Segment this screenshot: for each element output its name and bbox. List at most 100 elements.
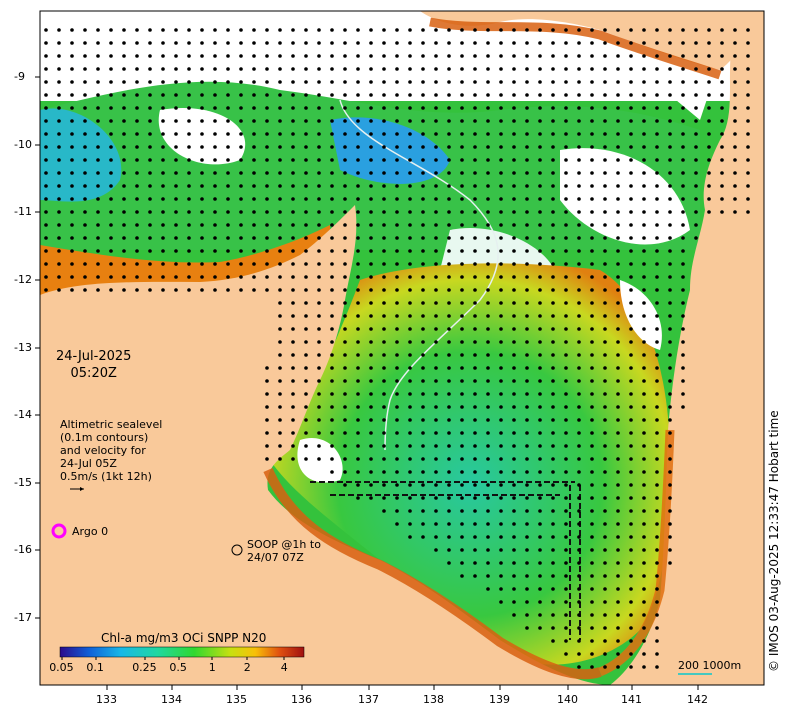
velocity-arrow [434, 41, 438, 45]
velocity-arrow [590, 639, 594, 643]
velocity-arrow [668, 379, 672, 383]
velocity-arrow [434, 470, 438, 474]
velocity-arrow [473, 145, 477, 149]
velocity-arrow [499, 262, 503, 266]
velocity-arrow [174, 80, 178, 84]
velocity-arrow [343, 288, 347, 292]
velocity-arrow [382, 431, 386, 435]
velocity-arrow [343, 132, 347, 136]
velocity-arrow [538, 28, 542, 32]
velocity-arrow [460, 509, 464, 513]
velocity-arrow [304, 249, 308, 253]
velocity-arrow [213, 210, 217, 214]
velocity-arrow [70, 54, 74, 58]
velocity-arrow [681, 119, 685, 123]
colorbar-tick-label: 0.5 [169, 661, 187, 674]
velocity-arrow [200, 93, 204, 97]
velocity-arrow [655, 639, 659, 643]
velocity-arrow [590, 457, 594, 461]
velocity-arrow [369, 184, 373, 188]
velocity-arrow [278, 184, 282, 188]
velocity-arrow [538, 483, 542, 487]
velocity-arrow [512, 548, 516, 552]
velocity-arrow [408, 301, 412, 305]
velocity-arrow [551, 93, 555, 97]
velocity-arrow [538, 93, 542, 97]
velocity-arrow [486, 509, 490, 513]
velocity-arrow [486, 262, 490, 266]
velocity-arrow [252, 132, 256, 136]
velocity-arrow [317, 28, 321, 32]
velocity-arrow [265, 171, 269, 175]
velocity-arrow [408, 288, 412, 292]
velocity-arrow [434, 483, 438, 487]
velocity-arrow [460, 470, 464, 474]
velocity-arrow [330, 184, 334, 188]
velocity-arrow [473, 483, 477, 487]
velocity-arrow [499, 67, 503, 71]
velocity-arrow [408, 457, 412, 461]
velocity-arrow [564, 431, 568, 435]
velocity-arrow [746, 210, 750, 214]
velocity-arrow [551, 210, 555, 214]
velocity-arrow [486, 288, 490, 292]
velocity-arrow [668, 418, 672, 422]
velocity-arrow [551, 301, 555, 305]
velocity-arrow [356, 106, 360, 110]
velocity-arrow [200, 41, 204, 45]
lon-tick-label: 138 [423, 693, 444, 706]
velocity-arrow [408, 509, 412, 513]
velocity-arrow [642, 236, 646, 240]
velocity-arrow [590, 67, 594, 71]
velocity-arrow [434, 535, 438, 539]
velocity-arrow [161, 171, 165, 175]
velocity-arrow [590, 275, 594, 279]
velocity-arrow [668, 366, 672, 370]
velocity-arrow [421, 275, 425, 279]
velocity-arrow [577, 314, 581, 318]
velocity-arrow [603, 600, 607, 604]
velocity-arrow [642, 509, 646, 513]
velocity-arrow [174, 210, 178, 214]
velocity-arrow [655, 574, 659, 578]
velocity-arrow [590, 301, 594, 305]
alt-line-5: 0.5m/s (1kt 12h) [60, 470, 152, 483]
velocity-arrow [590, 249, 594, 253]
velocity-arrow [655, 236, 659, 240]
velocity-arrow [421, 54, 425, 58]
velocity-arrow [382, 379, 386, 383]
velocity-arrow [512, 405, 516, 409]
velocity-arrow [109, 145, 113, 149]
velocity-arrow [603, 626, 607, 630]
velocity-arrow [668, 158, 672, 162]
velocity-arrow [148, 197, 152, 201]
velocity-arrow [135, 249, 139, 253]
velocity-arrow [239, 145, 243, 149]
velocity-arrow [629, 80, 633, 84]
velocity-arrow [356, 210, 360, 214]
velocity-arrow [668, 223, 672, 227]
velocity-arrow [616, 223, 620, 227]
velocity-arrow [252, 275, 256, 279]
velocity-arrow [525, 262, 529, 266]
velocity-arrow [681, 171, 685, 175]
velocity-arrow [356, 353, 360, 357]
velocity-arrow [304, 223, 308, 227]
velocity-arrow [226, 210, 230, 214]
velocity-arrow [655, 379, 659, 383]
soop-line-1: SOOP @1h to [247, 538, 321, 551]
velocity-arrow [590, 496, 594, 500]
velocity-arrow [434, 145, 438, 149]
velocity-arrow [278, 80, 282, 84]
velocity-arrow [473, 457, 477, 461]
velocity-arrow [538, 236, 542, 240]
velocity-arrow [746, 184, 750, 188]
velocity-arrow [512, 145, 516, 149]
velocity-arrow [707, 197, 711, 201]
velocity-arrow [174, 132, 178, 136]
velocity-arrow [239, 197, 243, 201]
velocity-arrow [44, 80, 48, 84]
velocity-arrow [252, 54, 256, 58]
velocity-arrow [603, 223, 607, 227]
velocity-arrow [486, 535, 490, 539]
